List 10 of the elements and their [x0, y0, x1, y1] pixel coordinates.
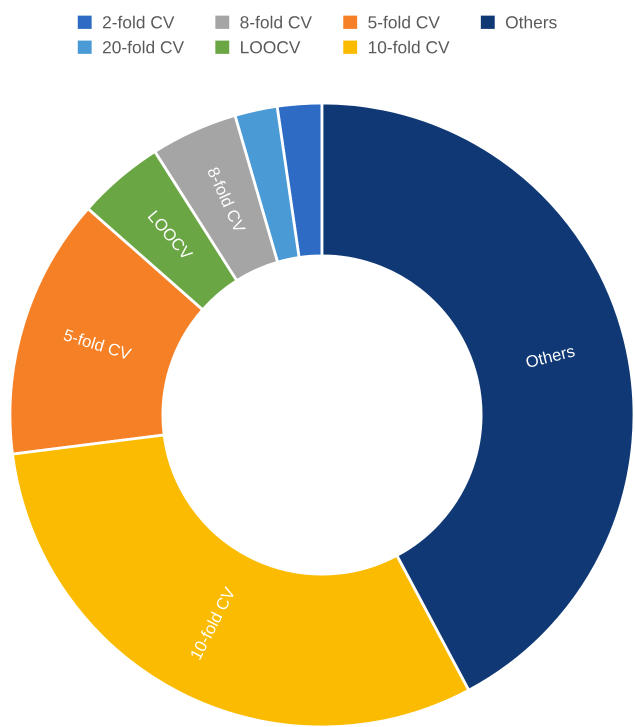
legend-label: LOOCV — [241, 41, 300, 54]
slice-label: 5-fold CV — [62, 328, 132, 360]
slice-label: 8-fold CV — [206, 166, 246, 234]
slice-label: Others — [525, 344, 576, 368]
legend-label: Others — [506, 16, 557, 28]
legend-label: 20-fold CV — [102, 40, 184, 54]
legend-label: 8-fold CV — [240, 16, 312, 28]
legend-label: 10-fold CV — [368, 40, 450, 54]
legend-label: 5-fold CV — [368, 16, 440, 28]
legend-label: 2-fold CV — [102, 16, 174, 28]
